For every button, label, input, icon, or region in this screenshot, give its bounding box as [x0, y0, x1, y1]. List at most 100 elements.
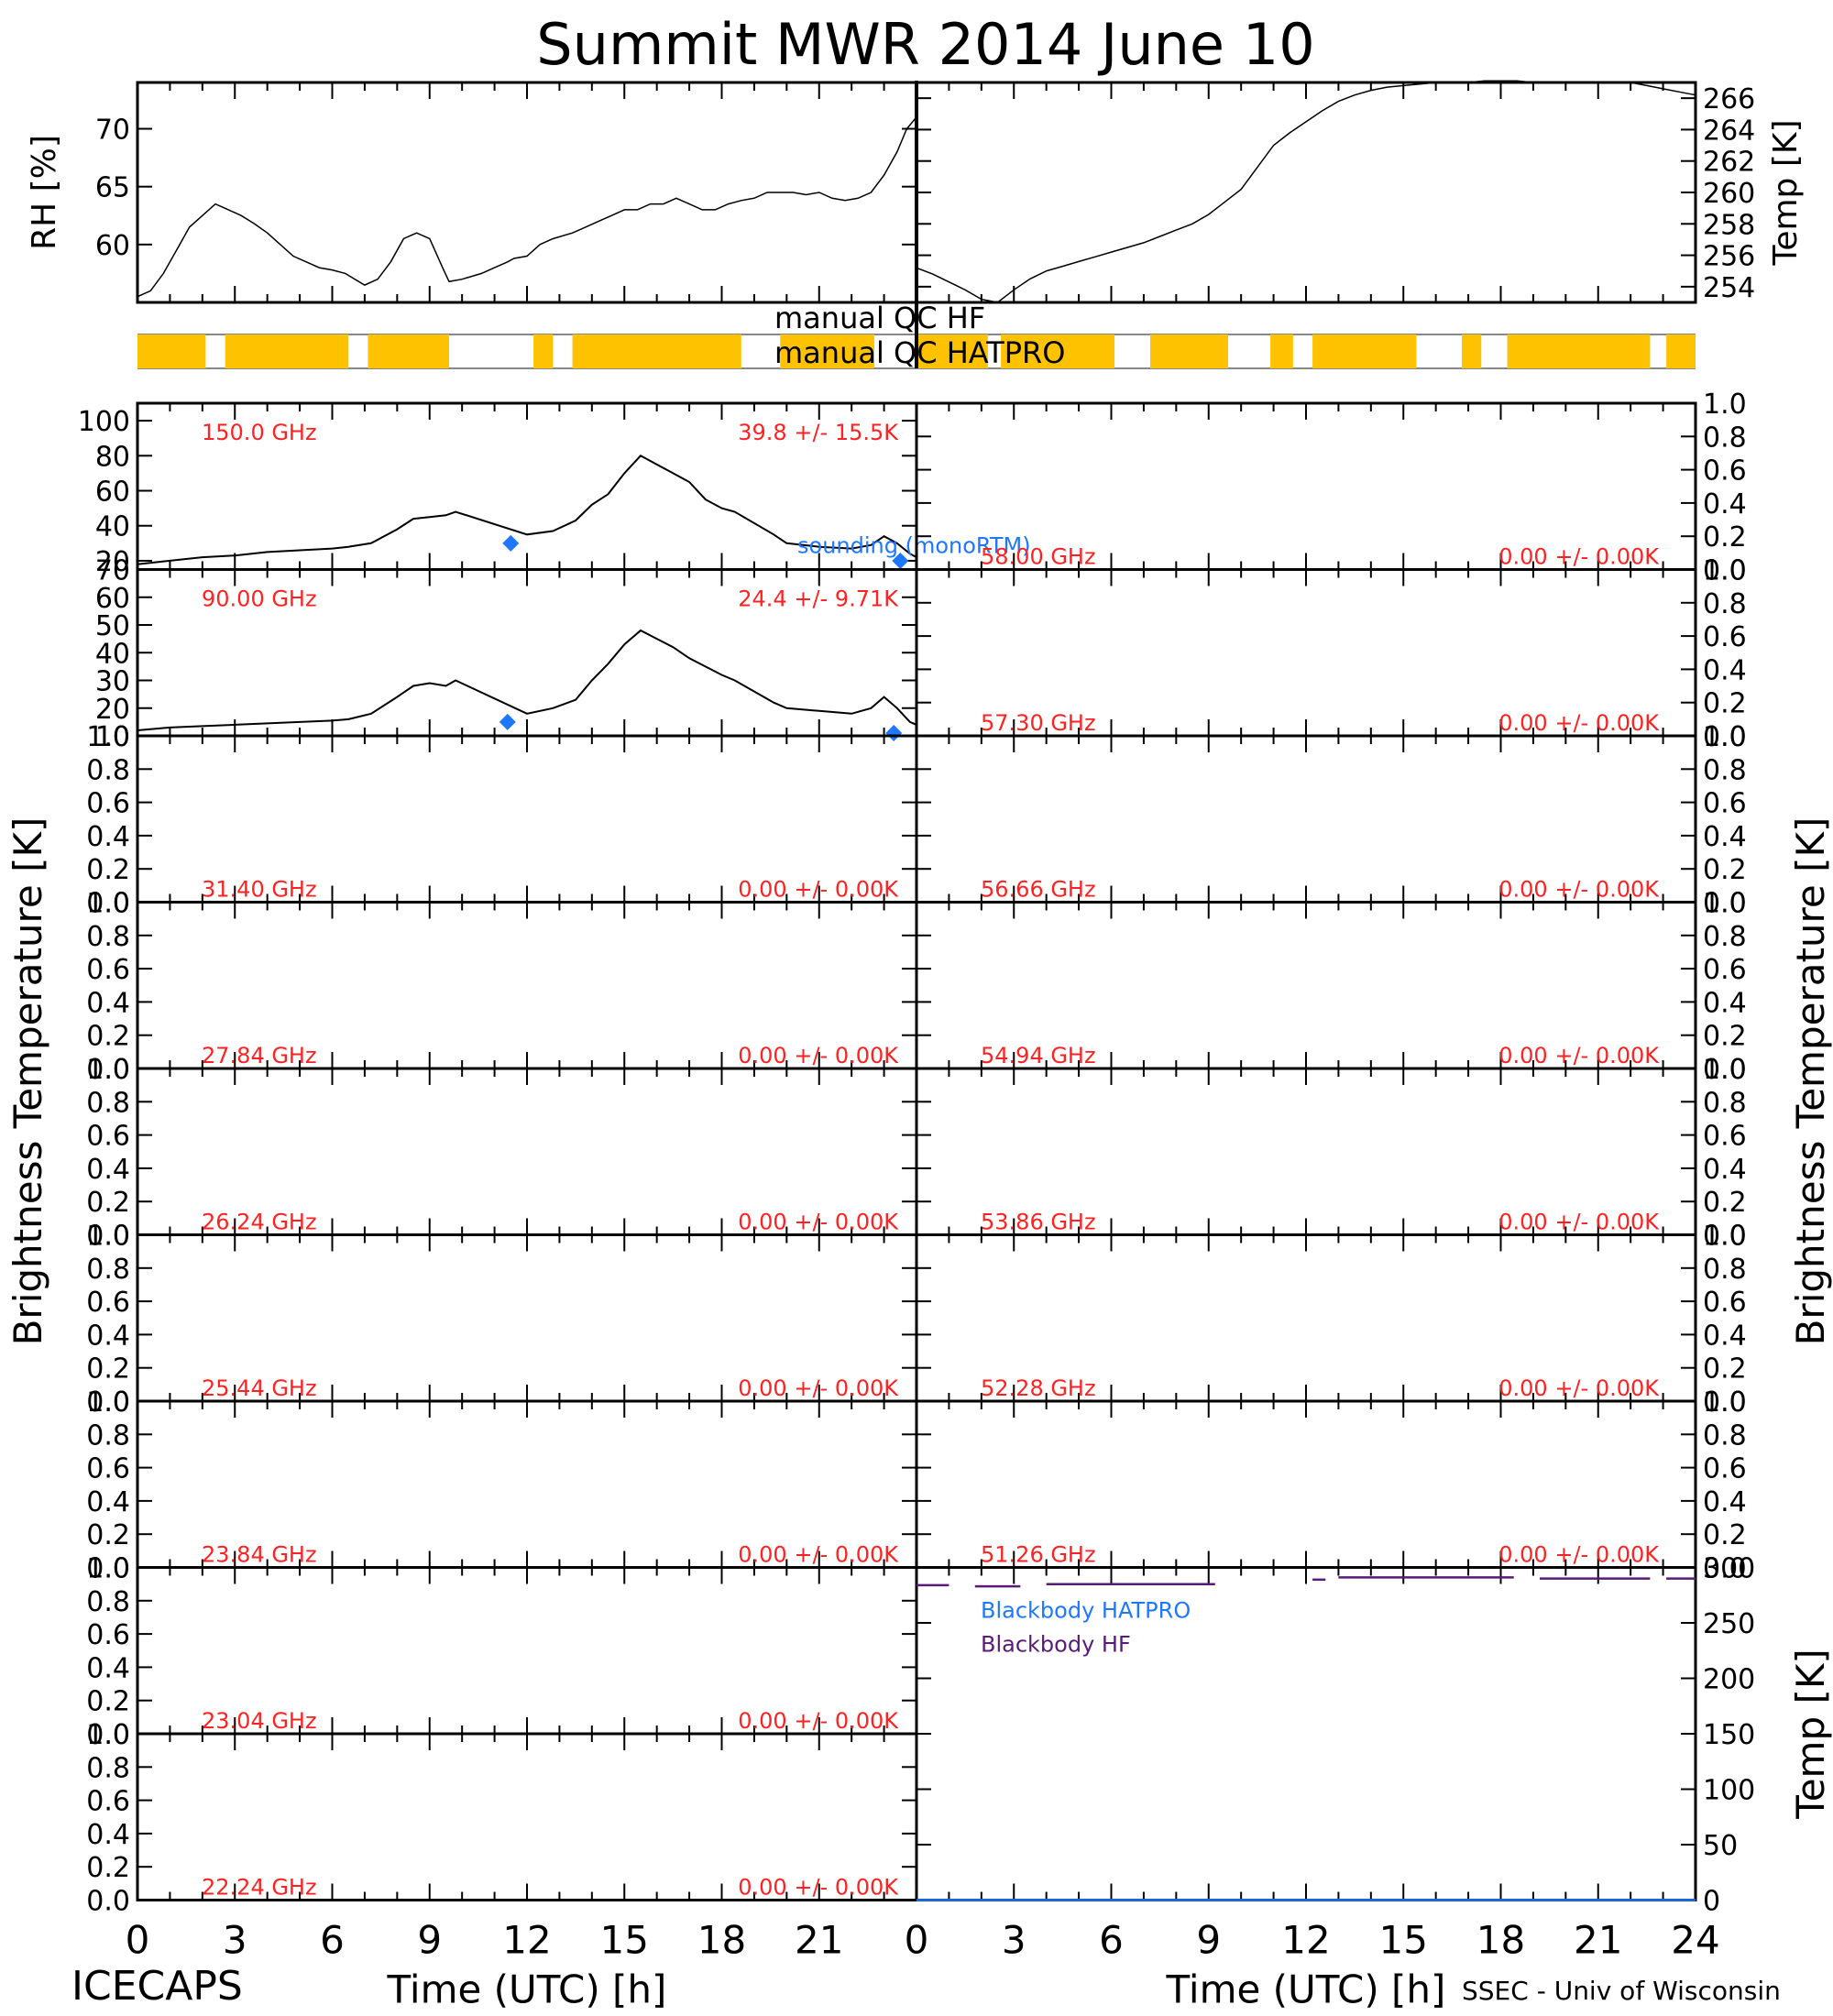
bt-panel-right: 0.00.20.40.60.81.054.94 GHz 0.00 +/- 0.00…: [915, 888, 1747, 1086]
y-tick-label: 0.4: [1703, 987, 1747, 1019]
qc-hf-label: manual QC HF: [774, 301, 985, 335]
right-bt-column: 0.00.20.40.60.81.058.00 GHz 0.00 +/- 0.00…: [915, 389, 1747, 1585]
stat-label: 0.00 +/- 0.00K: [738, 1375, 899, 1401]
y-tick-label: 50: [1703, 1830, 1738, 1862]
y-tick-label: 0.4: [86, 1154, 130, 1186]
stat-label: 0.00 +/- 0.00K: [738, 877, 899, 903]
y-tick-label: 10: [95, 721, 130, 753]
stat-label: 0.00 +/- 0.00K: [738, 1875, 899, 1901]
y-tick-label: 0.8: [86, 1087, 130, 1119]
y-tick-label: 50: [95, 610, 130, 642]
stat-label: 0.00 +/- 0.00K: [1498, 1542, 1660, 1568]
stat-label: 0.00 +/- 0.00K: [1498, 1375, 1660, 1401]
freq-label: 51.26 GHz: [981, 1542, 1096, 1568]
y-tick-label: 0: [1703, 1886, 1720, 1918]
y-tick-label: 1.0: [1703, 555, 1747, 587]
bt-panel-right: 0.00.20.40.60.81.051.26 GHz 0.00 +/- 0.00…: [915, 1386, 1747, 1585]
y-tick-label: 1.0: [86, 1386, 130, 1419]
y-tick-label: 0.2: [86, 1187, 130, 1219]
left-axis-label: Brightness Temperature [K]: [5, 817, 50, 1346]
y-tick-label: 0.8: [1703, 1087, 1747, 1119]
y-tick-label: 60: [95, 477, 130, 509]
y-tick-label: 0.2: [86, 1519, 130, 1551]
temp-ylabel: Temp [K]: [1767, 119, 1805, 266]
y-tick-label: 150: [1703, 1719, 1755, 1751]
x-tick-label: 3: [1002, 1918, 1026, 1963]
qc-hatpro-segment: [533, 334, 554, 368]
y-tick-label: 0.6: [1703, 1121, 1747, 1153]
y-tick-label: 0.4: [1703, 821, 1747, 853]
y-tick-label: 0.8: [1703, 754, 1747, 786]
y-tick-label: 0.4: [86, 1819, 130, 1851]
y-tick-label: 250: [1703, 1608, 1755, 1640]
y-tick-label: 0.8: [86, 754, 130, 786]
x-tick-label: 0: [905, 1918, 929, 1963]
y-tick-label: 0.0: [1703, 1386, 1747, 1419]
y-tick-label: 0.0: [86, 888, 130, 920]
stat-label: 39.8 +/- 15.5K: [738, 420, 899, 445]
blackbody-hatpro-legend: Blackbody HATPRO: [981, 1598, 1191, 1624]
stat-label: 0.00 +/- 0.00K: [738, 1210, 899, 1235]
y-tick-label: 0.8: [86, 1419, 130, 1452]
y-tick-label: 30: [95, 666, 130, 698]
freq-label: 23.04 GHz: [202, 1708, 317, 1734]
qc-hf-segment: [1001, 334, 1115, 368]
bt-panel-right: 0.00.20.40.60.81.053.86 GHz 0.00 +/- 0.00…: [915, 1054, 1747, 1253]
qc-hf-segment: [1312, 334, 1417, 368]
y-tick-label: 0.6: [86, 1786, 130, 1818]
y-tick-label: 0.2: [1703, 1021, 1747, 1053]
y-tick-label: 0.6: [1703, 788, 1747, 820]
y-tick-label: 0.4: [86, 1652, 130, 1684]
y-tick-label: 0.6: [86, 954, 130, 986]
y-tick-label: 0.4: [86, 821, 130, 853]
chart-title: Summit MWR 2014 June 10: [536, 11, 1314, 78]
y-tick-label: 0.4: [1703, 654, 1747, 686]
y-tick-label: 0.0: [1703, 555, 1747, 587]
y-tick-label: 0.0: [86, 1553, 130, 1585]
qc-hatpro-segment: [572, 334, 741, 368]
qc-hatpro-label: manual QC HATPRO: [774, 335, 1065, 370]
bt-panel-left: 0.00.20.40.60.81.025.44 GHz 0.00 +/- 0.00…: [86, 1221, 918, 1419]
y-tick-label: 0.0: [1703, 1221, 1747, 1253]
y-tick-label: 262: [1703, 147, 1755, 179]
x-axis-label-right: Time (UTC) [h]: [1166, 1967, 1446, 2012]
y-tick-label: 256: [1703, 241, 1755, 273]
y-tick-label: 1.0: [1703, 389, 1747, 421]
y-tick-label: 0.8: [1703, 921, 1747, 953]
y-tick-label: 0.8: [1703, 588, 1747, 620]
qc-hf-segment: [1666, 334, 1696, 368]
sounding-point: [502, 534, 520, 552]
qc-hatpro-segment: [780, 334, 874, 368]
y-tick-label: 200: [1703, 1664, 1755, 1696]
y-tick-label: 0.2: [86, 1686, 130, 1718]
x-tick-label: 24: [1671, 1918, 1719, 1963]
y-tick-label: 0.6: [86, 1121, 130, 1153]
y-tick-label: 0.2: [1703, 521, 1747, 553]
x-tick-label: 18: [1476, 1918, 1525, 1963]
y-tick-label: 1.0: [86, 888, 130, 920]
y-tick-label: 0.0: [1703, 1553, 1747, 1585]
y-tick-label: 0.6: [86, 1287, 130, 1319]
panel-frame: [136, 81, 918, 304]
bt-panel-left: 0.00.20.40.60.81.023.04 GHz 0.00 +/- 0.00…: [86, 1553, 918, 1751]
stat-label: 0.00 +/- 0.00K: [1498, 1210, 1660, 1235]
qc-hatpro-segment: [137, 334, 206, 368]
x-tick-label: 12: [1281, 1918, 1330, 1963]
y-tick-label: 40: [95, 511, 130, 543]
sounding-point: [892, 552, 909, 569]
blackbody-ylabel: Temp [K]: [1788, 1649, 1833, 1820]
qc-hf-segment: [1270, 334, 1293, 368]
y-tick-label: 266: [1703, 83, 1755, 115]
y-tick-label: 0.4: [1703, 1320, 1747, 1352]
y-tick-label: 20: [95, 546, 130, 578]
y-tick-label: 70: [95, 555, 130, 587]
bt-panel-right: 0.00.20.40.60.81.056.66 GHz 0.00 +/- 0.00…: [915, 721, 1747, 920]
y-tick-label: 0.4: [1703, 1154, 1747, 1186]
y-tick-label: 0.2: [1703, 854, 1747, 886]
y-tick-label: 0.8: [86, 1586, 130, 1618]
qc-hatpro-segment: [225, 334, 349, 368]
y-tick-label: 1.0: [86, 721, 130, 753]
bt-panel-left: 0.00.20.40.60.81.026.24 GHz 0.00 +/- 0.00…: [86, 1054, 918, 1253]
y-tick-label: 1.0: [86, 1221, 130, 1253]
bt-panel-left: 0.00.20.40.60.81.027.84 GHz 0.00 +/- 0.00…: [86, 888, 918, 1086]
